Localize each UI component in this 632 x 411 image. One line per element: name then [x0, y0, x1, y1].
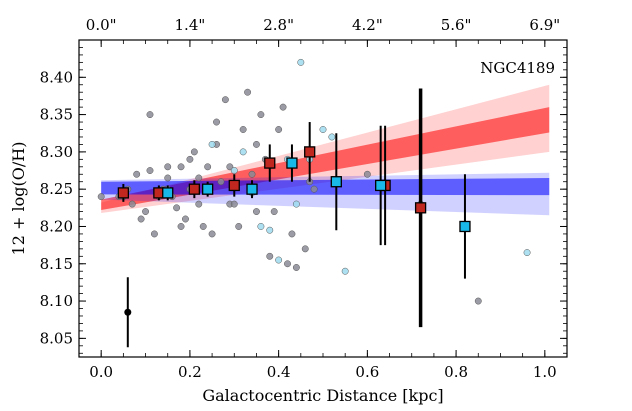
gray-point-11 [164, 174, 172, 182]
top-tick-label-0: 0.0" [86, 16, 117, 34]
x-tick-label-0: 0.0 [89, 363, 113, 381]
cyan-bin-marker-2 [246, 183, 258, 195]
gray-point-4 [133, 170, 141, 178]
gray-point-21 [204, 163, 212, 171]
gray-point-18 [190, 148, 198, 156]
cyan-point-4 [257, 223, 265, 230]
binned-points [117, 88, 471, 348]
gray-point-37 [270, 208, 278, 216]
red-bin-marker-4 [264, 157, 276, 169]
gray-point-51 [177, 223, 185, 230]
y-axis-label: 12 + log(O/H) [9, 142, 28, 256]
gray-point-8 [150, 230, 158, 238]
y-tick-label-7: 8.40 [40, 68, 73, 86]
gray-point-49 [146, 111, 154, 119]
y-tick-label-2: 8.15 [40, 255, 73, 273]
gray-point-39 [279, 103, 287, 111]
gray-point-17 [186, 155, 194, 163]
cyan-point-12 [328, 133, 336, 141]
top-tick-label-1: 1.4" [175, 16, 206, 34]
gray-point-53 [226, 163, 234, 171]
gray-point-24 [213, 118, 220, 126]
reference-marker-0 [124, 308, 132, 316]
cyan-bin-marker-3 [286, 157, 298, 169]
y-tick-label-0: 8.05 [40, 329, 73, 347]
red-bin-marker-3 [228, 179, 240, 192]
gray-point-6 [142, 208, 149, 216]
cyan-point-1 [230, 167, 238, 174]
gray-point-19 [195, 200, 203, 208]
x-axis-label: Galactocentric Distance [kpc] [202, 386, 443, 405]
gray-point-41 [288, 230, 296, 238]
cyan-point-14 [523, 249, 531, 257]
gray-point-28 [230, 200, 238, 208]
gray-point-3 [128, 200, 136, 208]
galaxy-label: NGC4189 [480, 59, 555, 77]
gray-point-40 [284, 260, 291, 268]
x-tick-label-4: 0.8 [444, 363, 468, 381]
gray-point-48 [474, 297, 482, 305]
gray-point-33 [253, 140, 260, 148]
x-tick-label-5: 1.0 [533, 363, 557, 381]
gray-point-32 [248, 170, 256, 178]
top-tick-label-3: 4.2" [352, 16, 383, 34]
gray-point-31 [244, 88, 252, 96]
cyan-point-13 [341, 267, 349, 275]
gray-point-52 [195, 174, 203, 182]
gray-point-25 [217, 178, 225, 186]
gray-point-5 [137, 215, 145, 223]
cyan-bin-marker-1 [202, 183, 214, 195]
gray-point-43 [301, 245, 309, 253]
gray-point-30 [239, 126, 247, 133]
cyan-bin-marker-6 [459, 220, 471, 233]
gray-point-22 [208, 230, 216, 238]
gray-point-0 [97, 193, 105, 201]
gray-point-20 [199, 223, 207, 230]
axis-ticks: 0.0 0.0" 0.2 1.4" 0.4 2.8" 0.6 4.2" 0.8 5.6" 1.0 6.… [40, 16, 568, 381]
red-bin-marker-7 [414, 202, 427, 214]
gray-point-34 [257, 111, 265, 119]
gray-point-15 [182, 215, 189, 223]
y-tick-label-4: 8.25 [40, 180, 73, 198]
cyan-point-8 [292, 200, 300, 208]
gray-point-42 [292, 264, 300, 271]
red-bin-marker-5 [304, 146, 316, 158]
cyan-point-0 [208, 140, 216, 148]
gray-point-45 [310, 185, 318, 193]
cyan-point-9 [297, 58, 305, 66]
gray-point-46 [363, 170, 371, 178]
x-tick-label-3: 0.6 [355, 363, 379, 381]
cyan-bin-marker-0 [162, 187, 174, 199]
gray-point-38 [275, 126, 283, 133]
x-tick-label-1: 0.2 [178, 363, 202, 381]
red-bin-marker-2 [188, 183, 200, 195]
cyan-bin-marker-4 [330, 176, 342, 188]
cyan-point-11 [319, 126, 327, 133]
top-tick-label-2: 2.8" [263, 16, 294, 34]
gray-point-50 [164, 163, 172, 171]
top-tick-label-5: 6.9" [529, 16, 560, 34]
y-tick-label-5: 8.30 [40, 143, 73, 161]
cyan-point-2 [239, 148, 247, 156]
y-tick-label-3: 8.20 [40, 217, 73, 235]
gray-point-14 [177, 163, 185, 171]
red-bin-marker-0 [117, 187, 130, 199]
gray-point-36 [266, 252, 274, 260]
x-tick-label-2: 0.4 [267, 363, 291, 381]
scatter-points [97, 58, 531, 305]
top-tick-label-4: 5.6" [441, 16, 472, 34]
gray-point-13 [173, 204, 181, 212]
gray-point-54 [253, 208, 260, 216]
y-tick-label-1: 8.10 [40, 292, 73, 310]
y-tick-label-6: 8.35 [40, 106, 73, 124]
cyan-point-6 [275, 256, 283, 264]
gray-point-7 [146, 167, 154, 174]
cyan-bin-marker-5 [375, 179, 387, 192]
gray-point-26 [221, 96, 229, 104]
cyan-point-5 [266, 226, 274, 234]
gray-point-29 [235, 223, 243, 230]
